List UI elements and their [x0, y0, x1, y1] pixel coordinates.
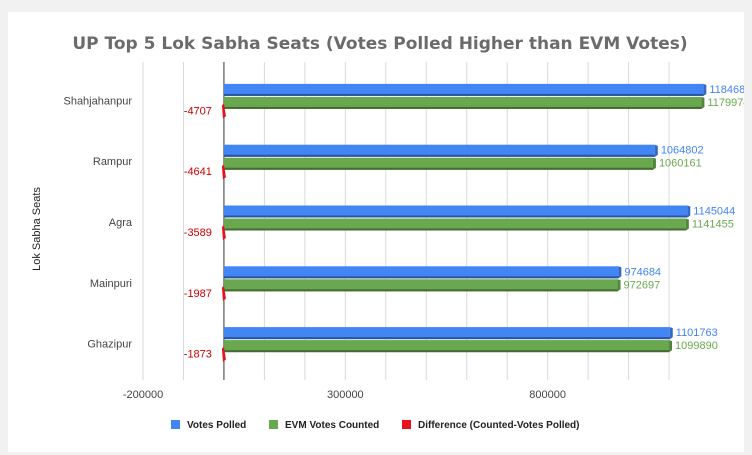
data-label: 1101763 — [676, 327, 718, 339]
bar-edge — [223, 289, 618, 292]
bar-edge — [223, 228, 686, 231]
legend-swatch — [402, 420, 411, 429]
bar-edge — [223, 167, 653, 170]
data-label: 1141455 — [692, 219, 734, 231]
bar-side — [617, 279, 621, 292]
bar[interactable] — [223, 279, 618, 292]
category-label: Rampur — [93, 156, 132, 168]
bar[interactable] — [223, 218, 686, 231]
category-label: Shahjahanpur — [63, 95, 132, 107]
data-label: 1179974 — [707, 97, 744, 109]
bar[interactable] — [223, 327, 670, 340]
difference-label: -1987 — [184, 288, 212, 300]
difference-bar[interactable] — [221, 225, 226, 240]
data-label: 1064802 — [661, 145, 704, 157]
bar[interactable] — [223, 205, 688, 218]
bar[interactable] — [223, 83, 704, 96]
legend-label: Difference (Counted-Votes Polled) — [418, 420, 580, 431]
legend-label: Votes Polled — [187, 420, 246, 431]
difference-bar[interactable] — [221, 164, 226, 180]
bar-side — [652, 157, 656, 170]
bar-side — [685, 218, 689, 231]
bar-edge — [223, 215, 688, 218]
bar[interactable] — [223, 340, 670, 353]
chart-title: UP Top 5 Lok Sabha Seats (Votes Polled H… — [72, 34, 687, 54]
difference-label: -4707 — [184, 105, 212, 117]
bar-side — [618, 266, 622, 279]
bars — [221, 83, 707, 362]
bar-side — [701, 96, 705, 109]
difference-bar[interactable] — [221, 346, 226, 362]
bar[interactable] — [223, 96, 702, 109]
data-label: 974684 — [624, 266, 661, 278]
difference-bar[interactable] — [221, 103, 226, 119]
data-label: 1145044 — [693, 206, 735, 218]
x-tick-labels: -200000 300000 800000 — [123, 389, 566, 401]
chart-frame: UP Top 5 Lok Sabha Seats (Votes Polled H… — [8, 12, 744, 452]
bar-side — [654, 144, 658, 157]
difference-label: -3589 — [184, 227, 212, 239]
category-label: Mainpuri — [90, 278, 132, 290]
difference-label: -4641 — [184, 166, 212, 178]
bar[interactable] — [223, 266, 619, 279]
x-tick-label: 300000 — [327, 389, 364, 401]
bar-edge — [223, 154, 655, 157]
bar-edge — [223, 93, 704, 96]
bar[interactable] — [223, 144, 655, 157]
bar-side — [703, 83, 707, 96]
bar[interactable] — [223, 157, 653, 170]
legend-swatch — [269, 420, 278, 429]
bar-side — [687, 205, 691, 218]
category-labels: Shahjahanpur Rampur Agra Mainpuri Ghazipur — [63, 95, 132, 350]
data-label: 972697 — [624, 279, 661, 291]
bar-side — [669, 327, 673, 340]
legend-label: EVM Votes Counted — [285, 420, 379, 431]
difference-label: -1873 — [184, 349, 212, 361]
difference-bar[interactable] — [221, 285, 226, 301]
y-axis-label: Lok Sabha Seats — [31, 187, 43, 271]
data-label: 1099890 — [675, 340, 718, 352]
bar-edge — [223, 337, 670, 340]
category-label: Agra — [109, 217, 133, 229]
bar-side — [669, 340, 673, 353]
bar-edge — [223, 106, 702, 109]
chart: UP Top 5 Lok Sabha Seats (Votes Polled H… — [31, 34, 744, 431]
legend: Votes Polled EVM Votes Counted Difference … — [171, 420, 580, 431]
bar-edge — [223, 350, 670, 353]
x-tick-label: 800000 — [529, 389, 566, 401]
category-label: Ghazipur — [87, 339, 132, 351]
bar-edge — [223, 276, 619, 279]
data-label: 1060161 — [659, 158, 702, 170]
x-tick-label: -200000 — [123, 389, 163, 401]
legend-swatch — [171, 420, 180, 429]
